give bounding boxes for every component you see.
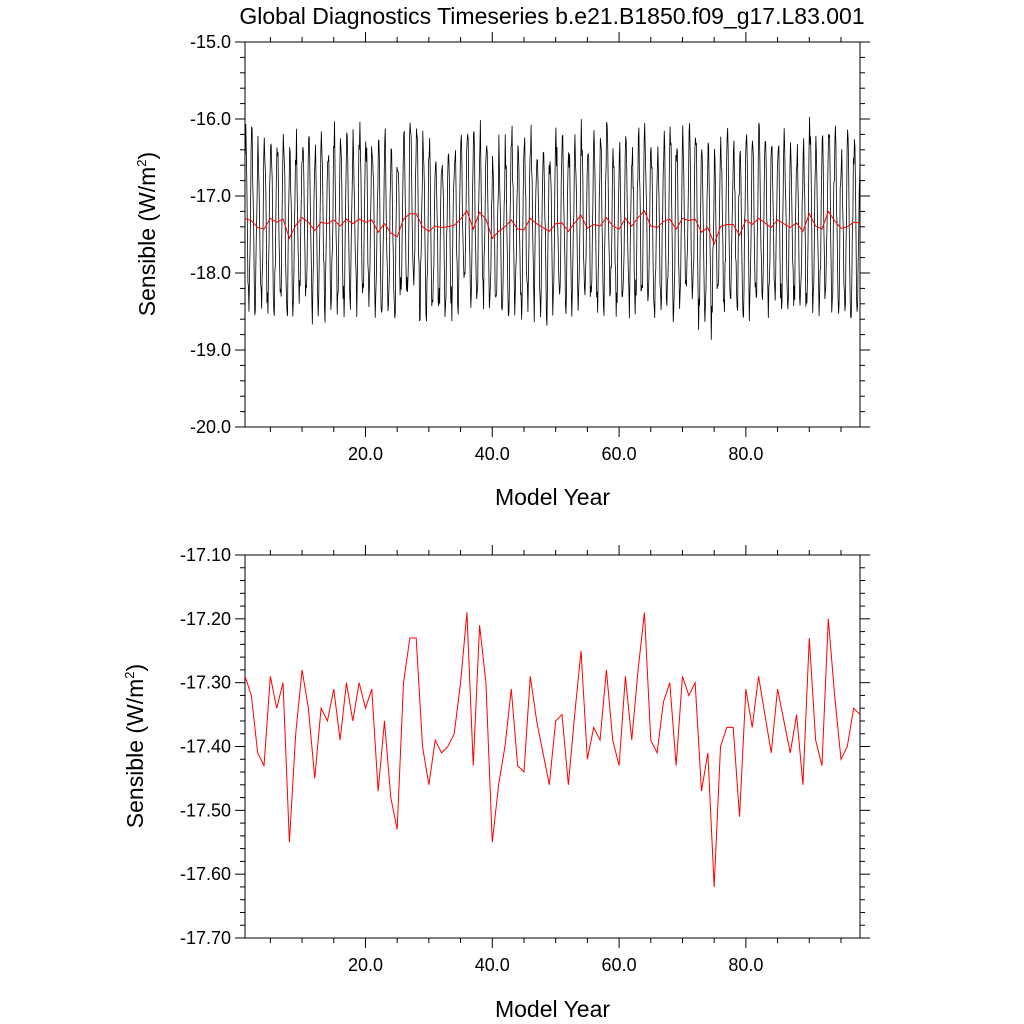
y-tick-label: -17.70 <box>180 928 231 948</box>
chart-panel-1: 20.0 40.0 60.0 80.0 -20.0 -19.0 -18.0 -17.0 -16.… <box>134 32 870 510</box>
y-tick-label: -20.0 <box>190 417 231 437</box>
plot-frame <box>244 554 861 939</box>
x-axis-label: Model Year <box>495 996 610 1022</box>
monthly-series-line <box>245 116 860 340</box>
y-tick-label: -17.40 <box>180 737 231 757</box>
x-tick-label: 60.0 <box>602 444 637 464</box>
y-tick-label: -17.20 <box>180 609 231 629</box>
chart-panel-2: 20.0 40.0 60.0 80.0 -17.70 -17.60 -17.50 -17.40… <box>122 545 870 1022</box>
y-tick-label: -16.0 <box>190 109 231 129</box>
chart-title: Global Diagnostics Timeseries b.e21.B185… <box>239 3 864 29</box>
x-tick-label: 80.0 <box>728 955 763 975</box>
y-tick-label: -17.60 <box>180 864 231 884</box>
annual-mean-line <box>245 209 860 246</box>
y-tick-label: -19.0 <box>190 340 231 360</box>
x-axis-label: Model Year <box>495 484 610 510</box>
y-tick-label: -15.0 <box>190 32 231 52</box>
y-axis-label: Sensible (W/m2) <box>134 152 160 316</box>
x-tick-label: 20.0 <box>348 955 383 975</box>
x-tick-label: 20.0 <box>348 444 383 464</box>
x-tick-label: 40.0 <box>475 444 510 464</box>
y-tick-label: -17.50 <box>180 800 231 820</box>
y-tick-label: -17.0 <box>190 186 231 206</box>
annual-mean-line <box>245 612 860 887</box>
x-tick-label: 60.0 <box>602 955 637 975</box>
y-tick-label: -17.10 <box>180 545 231 565</box>
y-axis-label: Sensible (W/m2) <box>122 664 148 828</box>
y-tick-label: -17.30 <box>180 673 231 693</box>
x-tick-label: 80.0 <box>728 444 763 464</box>
x-tick-label: 40.0 <box>475 955 510 975</box>
y-tick-label: -18.0 <box>190 263 231 283</box>
plot-frame <box>244 41 861 428</box>
